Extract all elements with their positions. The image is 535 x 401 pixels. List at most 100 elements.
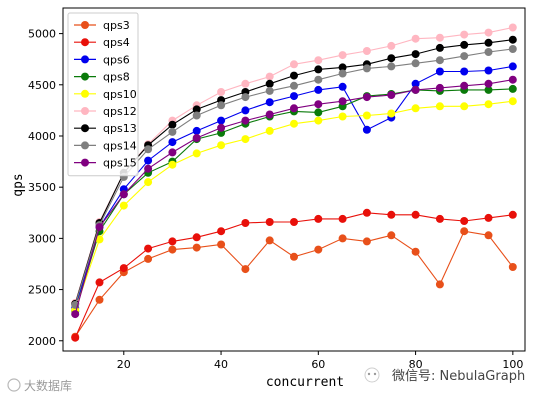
- data-point-qps10-55: [290, 119, 298, 128]
- data-point-qps4-35: [192, 233, 201, 242]
- data-point-qps10-45: [241, 135, 250, 144]
- data-point-qps14-75: [387, 62, 396, 71]
- y-tick-label-2500: 2500: [28, 284, 56, 297]
- data-point-qps10-75: [387, 109, 396, 118]
- data-point-qps13-100: [508, 35, 517, 44]
- data-point-qps6-50: [265, 98, 274, 107]
- legend-item-qps4: qps4: [74, 36, 130, 49]
- data-point-qps4-10: [71, 333, 80, 342]
- data-point-qps6-45: [241, 106, 250, 115]
- legend-item-qps15: qps15: [74, 157, 137, 170]
- axes: 20 40 60 80 100 2000 2500 3000 3500 4000 4500 5000: [28, 7, 526, 371]
- data-point-qps13-30: [168, 120, 177, 129]
- data-point-qps3-45: [241, 265, 250, 274]
- data-point-qps15-75: [387, 91, 396, 99]
- legend-label-qps8: qps8: [103, 71, 130, 84]
- data-point-qps3-30: [168, 245, 177, 254]
- data-point-qps6-60: [314, 85, 323, 94]
- data-point-qps15-20: [119, 190, 128, 199]
- data-point-qps15-65: [338, 97, 347, 106]
- data-point-qps4-25: [144, 244, 153, 253]
- data-point-qps10-80: [411, 104, 420, 113]
- data-point-qps6-55: [290, 92, 298, 101]
- legend-label-qps4: qps4: [103, 36, 130, 49]
- legend-marker-qps3: [81, 21, 89, 29]
- data-point-qps4-20: [119, 264, 128, 273]
- data-point-qps3-50: [265, 236, 274, 245]
- data-point-qps4-70: [362, 208, 371, 217]
- watermark-right-text: 微信号: NebulaGraph: [392, 369, 525, 384]
- legend-label-qps12: qps12: [103, 105, 137, 118]
- series-qps6: [71, 62, 517, 312]
- data-point-qps14-85: [435, 56, 444, 65]
- legend-marker-qps13: [81, 124, 89, 133]
- data-point-qps10-90: [460, 102, 469, 111]
- data-point-qps3-55: [290, 252, 298, 261]
- data-point-qps3-100: [508, 263, 517, 271]
- watermark-logo-icon: [7, 378, 21, 392]
- legend-label-qps6: qps6: [103, 53, 130, 66]
- data-point-qps15-55: [290, 104, 298, 113]
- legend-marker-qps12: [81, 107, 89, 115]
- data-point-qps3-95: [484, 231, 493, 240]
- data-point-qps13-80: [411, 50, 420, 59]
- data-point-qps4-40: [217, 227, 226, 236]
- data-point-qps3-90: [460, 227, 469, 236]
- data-point-qps3-85: [435, 280, 444, 289]
- legend-marker-qps6: [81, 55, 89, 64]
- data-point-qps12-40: [217, 88, 226, 96]
- x-tick-label-20: 20: [117, 358, 131, 371]
- y-tick-label-3500: 3500: [28, 181, 56, 194]
- data-point-qps3-60: [314, 245, 323, 254]
- y-axis-label: qps: [11, 173, 26, 196]
- data-point-qps14-40: [217, 101, 226, 110]
- data-point-qps10-85: [435, 102, 444, 111]
- legend-item-qps3: qps3: [74, 19, 130, 32]
- data-point-qps14-25: [144, 145, 153, 154]
- data-point-qps3-65: [338, 234, 347, 243]
- data-point-qps3-25: [144, 254, 153, 263]
- series-line-qps3: [74, 230, 514, 338]
- data-point-qps15-85: [435, 83, 444, 92]
- data-point-qps3-70: [362, 237, 371, 246]
- data-point-qps12-80: [411, 34, 420, 43]
- data-point-qps12-90: [460, 30, 469, 39]
- data-point-qps4-90: [460, 217, 469, 225]
- data-point-qps4-80: [411, 210, 420, 219]
- legend-marker-qps4: [81, 38, 89, 47]
- data-point-qps10-30: [168, 160, 177, 169]
- legend-label-qps3: qps3: [103, 19, 130, 32]
- legend-item-qps6: qps6: [74, 53, 130, 66]
- data-point-qps13-60: [314, 65, 323, 74]
- data-point-qps15-40: [217, 123, 226, 132]
- legend-label-qps15: qps15: [103, 157, 137, 170]
- data-point-qps13-55: [290, 71, 298, 80]
- data-point-qps4-45: [241, 219, 250, 227]
- y-tick-label-5000: 5000: [28, 28, 56, 41]
- data-point-qps6-90: [460, 67, 469, 76]
- series-qps3: [71, 227, 517, 341]
- data-point-qps15-10: [71, 310, 80, 319]
- data-point-qps12-75: [387, 41, 396, 50]
- data-point-qps10-50: [265, 126, 274, 135]
- data-point-qps10-70: [362, 111, 371, 120]
- legend-item-qps8: qps8: [74, 71, 130, 84]
- series-qps14: [71, 45, 517, 309]
- data-point-qps14-65: [338, 69, 347, 78]
- data-point-qps4-30: [168, 237, 177, 246]
- data-point-qps14-80: [411, 59, 420, 68]
- data-point-qps15-70: [362, 93, 371, 102]
- data-point-qps3-80: [411, 247, 420, 256]
- data-point-qps15-90: [460, 81, 469, 90]
- data-point-qps4-50: [265, 218, 274, 226]
- data-point-qps13-90: [460, 40, 469, 49]
- watermark-left: 大数据库: [7, 378, 72, 393]
- data-point-qps13-75: [387, 54, 396, 63]
- data-point-qps3-15: [95, 295, 104, 304]
- data-point-qps13-35: [192, 105, 201, 114]
- plot-area: [71, 23, 517, 342]
- data-point-qps4-55: [290, 218, 298, 226]
- data-point-qps3-40: [217, 240, 226, 249]
- data-point-qps15-15: [95, 223, 104, 232]
- data-point-qps12-85: [435, 33, 444, 42]
